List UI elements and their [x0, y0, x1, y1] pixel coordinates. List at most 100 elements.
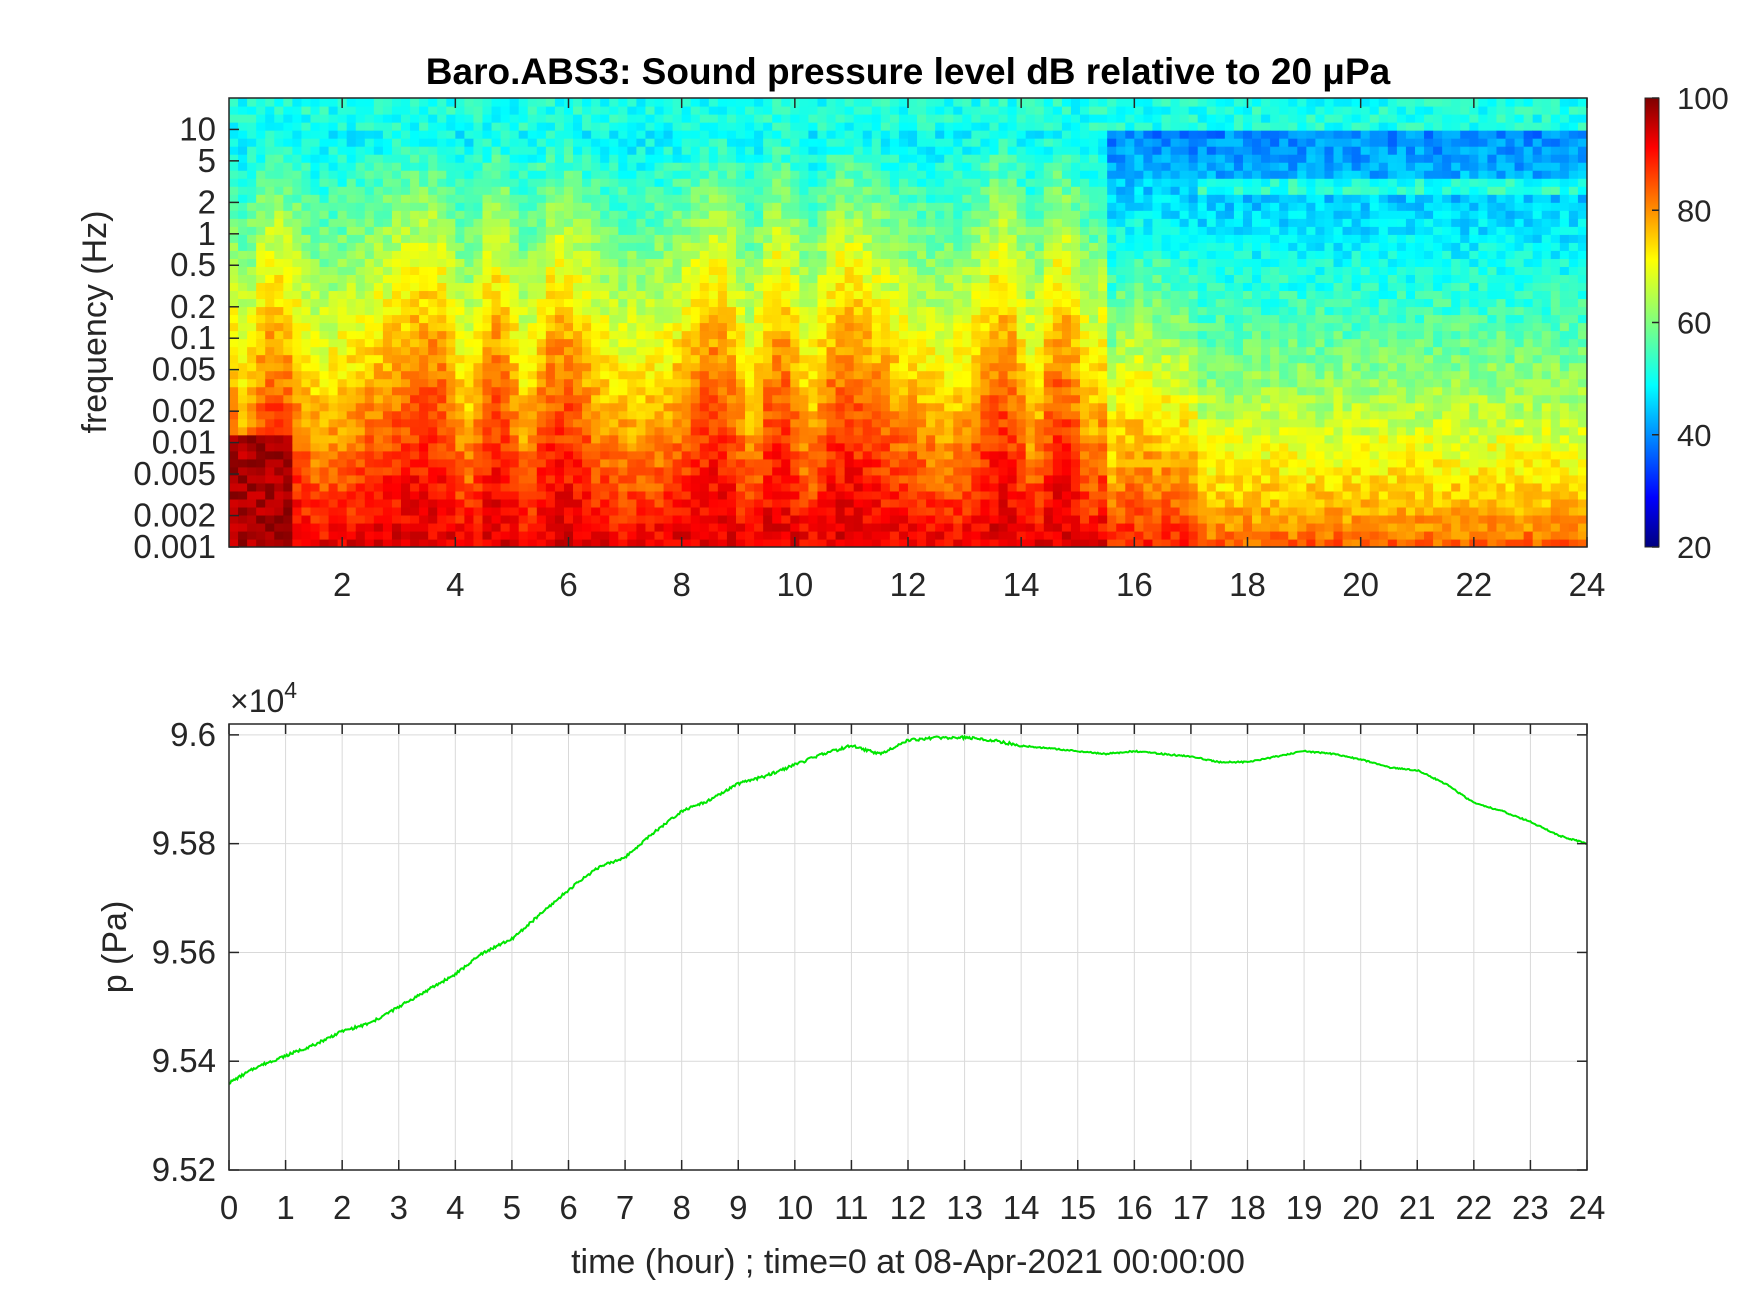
- spectrogram-cell: [826, 282, 837, 292]
- spectrogram-cell: [699, 450, 710, 460]
- spectrogram-cell: [889, 98, 900, 107]
- spectrogram-cell: [265, 258, 275, 267]
- spectrogram-cell: [654, 186, 665, 195]
- spectrogram-cell: [699, 210, 710, 219]
- spectrogram-cell: [1007, 498, 1018, 508]
- spectrogram-cell: [636, 186, 647, 195]
- spectrogram-cell: [1016, 514, 1027, 524]
- spectrogram-cell: [690, 282, 701, 292]
- spectrogram-cell: [545, 490, 556, 500]
- spectrogram-cell: [554, 274, 565, 284]
- spectrogram-cell: [772, 322, 782, 332]
- spectrogram-cell: [328, 442, 339, 452]
- spectrogram-cell: [898, 474, 909, 484]
- spectrogram-cell: [482, 114, 493, 123]
- spectrogram-cell: [980, 402, 991, 412]
- spectrogram-cell: [301, 250, 312, 259]
- spectrogram-cell: [545, 210, 556, 219]
- spectrogram-cell: [735, 266, 746, 275]
- spectrogram-cell: [419, 274, 429, 284]
- spectrogram-cell: [726, 434, 737, 444]
- spectrogram-cell: [772, 290, 782, 300]
- spectrogram-cell: [953, 186, 963, 195]
- spectrogram-cell: [853, 218, 864, 227]
- spectrogram-cell: [265, 218, 275, 227]
- spectrogram-cell: [554, 226, 565, 235]
- spectrogram-cell: [337, 234, 348, 243]
- spectrogram-cell: [1007, 506, 1018, 516]
- spectrogram-cell: [563, 258, 574, 267]
- spectrogram-cell: [373, 218, 384, 227]
- spectrogram-cell: [1016, 530, 1027, 540]
- spectrogram-cell: [609, 490, 619, 500]
- spectrogram-cell: [229, 234, 239, 243]
- spectrogram-cell: [518, 394, 529, 404]
- spectrogram-cell: [573, 450, 583, 460]
- spectrogram-cell: [482, 306, 493, 316]
- spectrogram-cell: [464, 138, 475, 147]
- spectrogram-cell: [754, 418, 764, 428]
- spectrogram-cell: [373, 466, 384, 476]
- spectrogram-cell: [681, 154, 692, 163]
- spectrogram-cell: [364, 466, 375, 476]
- spectrogram-cell: [1016, 170, 1027, 179]
- spectrogram-cell: [346, 306, 357, 316]
- spectrogram-cell: [790, 266, 800, 275]
- spectrogram-cell: [962, 418, 972, 428]
- spectrogram-cell: [627, 258, 637, 267]
- spectrogram-cell: [455, 298, 465, 308]
- spectrogram-cell: [690, 434, 701, 444]
- spectrogram-cell: [391, 490, 402, 500]
- spectrogram-cell: [500, 418, 511, 428]
- spectrogram-cell: [889, 274, 900, 284]
- spectrogram-cell: [274, 506, 284, 516]
- spectrogram-cell: [971, 322, 982, 332]
- spectrogram-cell: [772, 298, 782, 308]
- spectrogram-cell: [247, 474, 257, 484]
- spectrogram-cell: [509, 170, 520, 179]
- spectrogram-cell: [735, 146, 746, 155]
- spectrogram-cell: [563, 394, 574, 404]
- spectrogram-cell: [799, 130, 810, 139]
- spectrogram-cell: [238, 378, 248, 388]
- spectrogram-cell: [889, 314, 900, 324]
- spectrogram-cell: [663, 482, 674, 492]
- spectrogram-cell: [283, 330, 293, 340]
- spectrogram-cell: [690, 346, 701, 356]
- spectrogram-cell: [871, 514, 882, 524]
- spectrogram-cell: [726, 274, 737, 284]
- spectrogram-cell: [410, 114, 420, 123]
- spectrogram-cell: [745, 218, 755, 227]
- spectrogram-cell: [654, 450, 665, 460]
- spectrogram-cell: [799, 202, 810, 211]
- spectrogram-cell: [871, 474, 882, 484]
- spectrogram-cell: [717, 514, 728, 524]
- spectrogram-cell: [1016, 306, 1027, 316]
- spectrogram-cell: [229, 522, 239, 532]
- spectrogram-cell: [926, 322, 936, 332]
- spectrogram-cell: [808, 362, 819, 372]
- spectrogram-cell: [428, 266, 438, 275]
- spectrogram-cell: [337, 266, 348, 275]
- spectrogram-cell: [898, 106, 909, 115]
- spectrogram-cell: [998, 506, 1009, 516]
- spectrogram-cell: [473, 178, 484, 187]
- spectrogram-cell: [745, 306, 755, 316]
- spectrogram-cell: [364, 490, 375, 500]
- spectrogram-cell: [563, 410, 574, 420]
- spectrogram-cell: [283, 362, 293, 372]
- spectrogram-cell: [391, 218, 402, 227]
- spectrogram-cell: [889, 474, 900, 484]
- spectrogram-cell: [591, 402, 601, 412]
- spectrogram-cell: [563, 330, 574, 340]
- spectrogram-cell: [817, 226, 828, 235]
- spectrogram-cell: [238, 450, 248, 460]
- spectrogram-cell: [382, 218, 393, 227]
- spectrogram-cell: [491, 522, 502, 532]
- spectrogram-cell: [636, 522, 647, 532]
- spectrogram-cell: [265, 210, 275, 219]
- spectrogram-cell: [1025, 330, 1036, 340]
- spectrogram-cell: [455, 218, 465, 227]
- spectrogram-cell: [256, 434, 266, 444]
- spectrogram-cell: [256, 274, 266, 284]
